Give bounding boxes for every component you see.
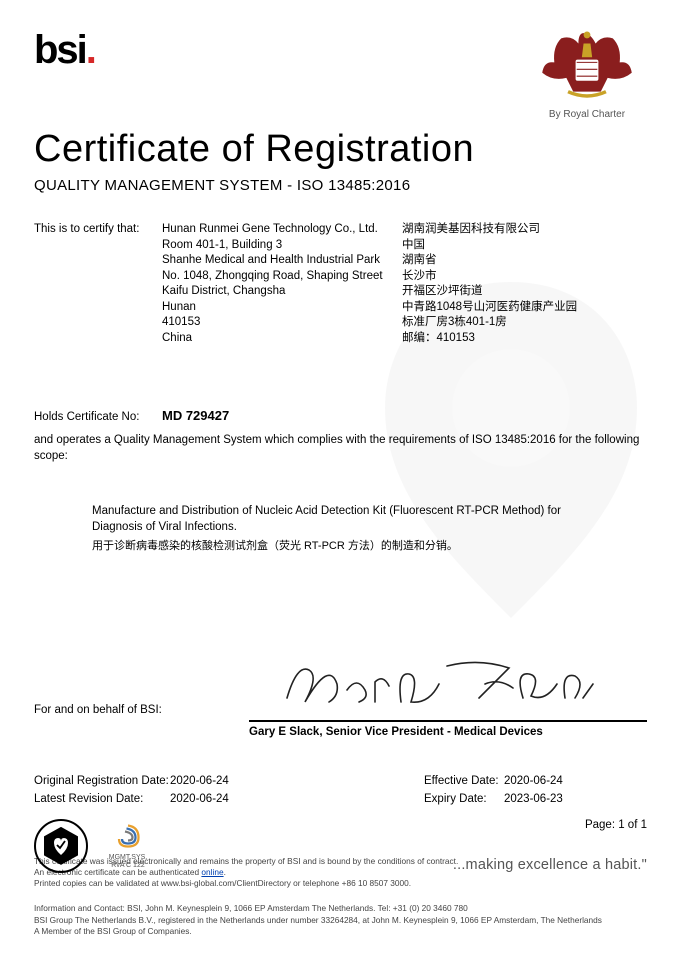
certificate-subtitle: QUALITY MANAGEMENT SYSTEM - ISO 13485:20… bbox=[34, 177, 647, 194]
rva-mark: MGMT.SYS. RvA C 122 bbox=[98, 822, 158, 870]
royal-crest-icon bbox=[535, 28, 639, 102]
tagline: ...making excellence a habit." bbox=[453, 857, 647, 873]
footer-line-5: BSI Group The Netherlands B.V., register… bbox=[34, 915, 647, 926]
certificate-title: Certificate of Registration bbox=[34, 128, 647, 171]
signatory-name: Gary E Slack, Senior Vice President - Me… bbox=[249, 726, 647, 738]
rva-line1: MGMT.SYS. bbox=[98, 854, 158, 862]
footer-line-6: A Member of the BSI Group of Companies. bbox=[34, 926, 647, 937]
bsi-logo: bsi. bbox=[34, 28, 95, 73]
header-row: bsi. By Royal Charter bbox=[34, 28, 647, 120]
latest-revision-date: Latest Revision Date:2020-06-24 bbox=[34, 790, 424, 808]
royal-charter-text: By Royal Charter bbox=[527, 109, 647, 120]
signature-line bbox=[249, 664, 647, 722]
certify-label: This is to certify that: bbox=[34, 222, 162, 346]
footer-line-4: Information and Contact: BSI, John M. Ke… bbox=[34, 903, 647, 914]
address-english: Hunan Runmei Gene Technology Co., Ltd.Ro… bbox=[162, 222, 402, 346]
accreditation-marks: bsi. MGMT.SYS. RvA C 12 bbox=[34, 819, 158, 873]
bottom-row: bsi. MGMT.SYS. RvA C 12 bbox=[34, 819, 647, 873]
address-chinese: 湖南润美基因科技有限公司中国湖南省长沙市开福区沙坪街道中青路1048号山河医药健… bbox=[402, 222, 602, 346]
rva-swirl-icon bbox=[113, 822, 143, 850]
cert-no-value: MD 729427 bbox=[162, 408, 229, 423]
footer-line-3: Printed copies can be validated at www.b… bbox=[34, 878, 647, 889]
dates-block: Original Registration Date:2020-06-24 La… bbox=[34, 772, 647, 809]
original-registration-date: Original Registration Date:2020-06-24 bbox=[34, 772, 424, 790]
scope-english: Manufacture and Distribution of Nucleic … bbox=[92, 504, 612, 535]
expiry-date: Expiry Date:2023-06-23 bbox=[424, 790, 563, 808]
scope-block: Manufacture and Distribution of Nucleic … bbox=[92, 504, 612, 554]
signature-block: For and on behalf of BSI: bbox=[34, 664, 647, 722]
scope-chinese: 用于诊断病毒感染的核酸检测试剂盒（荧光 RT-PCR 方法）的制造和分销。 bbox=[92, 539, 612, 554]
heart-tick-icon bbox=[52, 835, 70, 857]
certificate-number-row: Holds Certificate No: MD 729427 bbox=[34, 408, 647, 423]
bsi-logo-dot: . bbox=[86, 28, 95, 72]
bsi-logo-text: bsi bbox=[34, 28, 86, 72]
bsi-mark-icon: bsi. bbox=[34, 819, 88, 873]
effective-date: Effective Date:2020-06-24 bbox=[424, 772, 563, 790]
royal-crest-box: By Royal Charter bbox=[527, 28, 647, 120]
operates-text: and operates a Quality Management System… bbox=[34, 433, 647, 464]
certify-row: This is to certify that: Hunan Runmei Ge… bbox=[34, 222, 647, 346]
page-number: Page: 1 of 1 bbox=[453, 819, 647, 831]
signature-icon bbox=[279, 654, 599, 714]
behalf-label: For and on behalf of BSI: bbox=[34, 704, 249, 722]
cert-no-label: Holds Certificate No: bbox=[34, 411, 162, 423]
rva-line2: RvA C 122 bbox=[98, 862, 158, 870]
